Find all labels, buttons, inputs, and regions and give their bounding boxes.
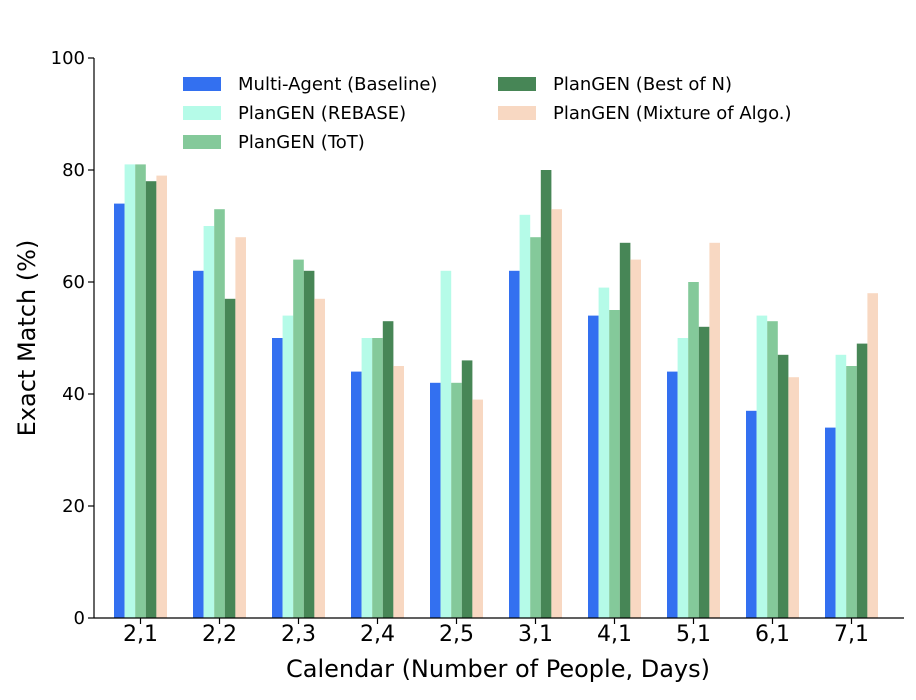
bar-3-1-series-1 [519, 214, 531, 619]
bar-3-1-series-4 [551, 209, 562, 618]
legend-swatch-4 [498, 106, 536, 120]
legend-swatch-2 [183, 135, 221, 149]
bar-2-4-series-4 [393, 366, 404, 618]
axes-group [93, 58, 904, 619]
legend-label-0: Multi-Agent (Baseline) [238, 74, 437, 95]
bar-2-1-series-4 [156, 175, 167, 618]
y-tick-label: 60 [62, 272, 85, 293]
bar-5-1-series-3 [698, 326, 710, 618]
bar-2-1-series-3 [145, 181, 157, 618]
x-tick-label: 2,2 [202, 622, 237, 647]
bar-2-3-series-0 [272, 338, 283, 618]
bar-2-5-series-2 [451, 382, 462, 618]
legend: Multi-Agent (Baseline) PlanGEN (REBASE) Pl… [183, 74, 792, 153]
bar-2-3-series-4 [314, 298, 325, 618]
bar-2-1-series-0 [114, 203, 125, 618]
legend-swatch-3 [498, 77, 536, 91]
bar-2-4-series-3 [382, 321, 394, 618]
bar-6-1-series-2 [767, 321, 778, 618]
bar-3-1-series-0 [509, 270, 520, 618]
x-tick-label: 7,1 [834, 622, 869, 647]
bar-7-1-series-4 [867, 293, 878, 618]
bar-6-1-series-4 [788, 377, 799, 618]
bar-6-1-series-0 [746, 410, 757, 618]
bar-2-3-series-2 [293, 259, 304, 618]
bar-4-1-series-1 [598, 287, 610, 618]
y-tick-label: 80 [62, 160, 85, 181]
legend-swatch-0 [183, 77, 221, 91]
x-tick-label: 4,1 [597, 622, 632, 647]
bar-2-5-series-1 [440, 270, 452, 618]
legend-label-4: PlanGEN (Mixture of Algo.) [553, 103, 792, 124]
bar-2-5-series-3 [461, 360, 473, 618]
bar-2-4-series-2 [372, 338, 383, 618]
y-axis-title: Exact Match (%) [13, 240, 41, 437]
x-tick-label: 6,1 [755, 622, 790, 647]
bar-5-1-series-1 [677, 338, 689, 618]
bar-2-2-series-1 [203, 226, 215, 618]
x-axis-title: Calendar (Number of People, Days) [286, 655, 710, 683]
bar-7-1-series-3 [856, 343, 868, 618]
bar-2-2-series-2 [214, 209, 225, 618]
x-tick-label: 5,1 [676, 622, 711, 647]
bar-2-2-series-0 [193, 270, 204, 618]
legend-swatch-1 [183, 106, 221, 120]
bar-2-5-series-0 [430, 382, 441, 618]
x-tick-label: 2,4 [360, 622, 395, 647]
bar-4-1-series-4 [630, 259, 641, 618]
x-tick-label: 2,3 [281, 622, 316, 647]
legend-label-1: PlanGEN (REBASE) [238, 103, 406, 124]
bar-2-1-series-1 [124, 164, 136, 618]
bar-5-1-series-4 [709, 242, 720, 619]
bar-7-1-series-2 [846, 366, 857, 618]
bar-5-1-series-2 [688, 282, 699, 618]
y-tick-label: 0 [74, 608, 85, 629]
x-tick-label: 2,1 [123, 622, 158, 647]
bar-2-4-series-0 [351, 371, 362, 618]
y-tick-label: 40 [62, 384, 85, 405]
bar-4-1-series-2 [609, 310, 620, 618]
bar-6-1-series-1 [756, 315, 768, 618]
bar-7-1-series-1 [835, 354, 847, 618]
y-ticks-group: 0 20 40 60 80 100 [51, 48, 94, 629]
bar-2-3-series-1 [282, 315, 294, 618]
bar-3-1-series-2 [530, 237, 541, 618]
y-tick-label: 100 [51, 48, 85, 69]
x-tick-label: 2,5 [439, 622, 474, 647]
bar-2-2-series-4 [235, 237, 246, 618]
bar-2-2-series-3 [224, 298, 236, 618]
bar-6-1-series-3 [777, 354, 789, 618]
bar-3-1-series-3 [540, 170, 552, 618]
bars-group [114, 164, 878, 619]
legend-label-3: PlanGEN (Best of N) [553, 74, 732, 95]
bar-4-1-series-3 [619, 242, 631, 619]
bar-2-1-series-2 [135, 164, 146, 618]
x-tick-label: 3,1 [518, 622, 553, 647]
bar-7-1-series-0 [825, 427, 836, 618]
bar-2-3-series-3 [303, 270, 315, 618]
y-tick-label: 20 [62, 496, 85, 517]
bar-5-1-series-0 [667, 371, 678, 618]
bar-4-1-series-0 [588, 315, 599, 618]
x-ticks-group: 2,1 2,2 2,3 2,4 2,5 3,1 4,1 5,1 6,1 7,1 [123, 618, 869, 647]
bar-2-4-series-1 [361, 338, 373, 618]
bar-2-5-series-4 [472, 399, 483, 618]
legend-label-2: PlanGEN (ToT) [238, 132, 365, 153]
